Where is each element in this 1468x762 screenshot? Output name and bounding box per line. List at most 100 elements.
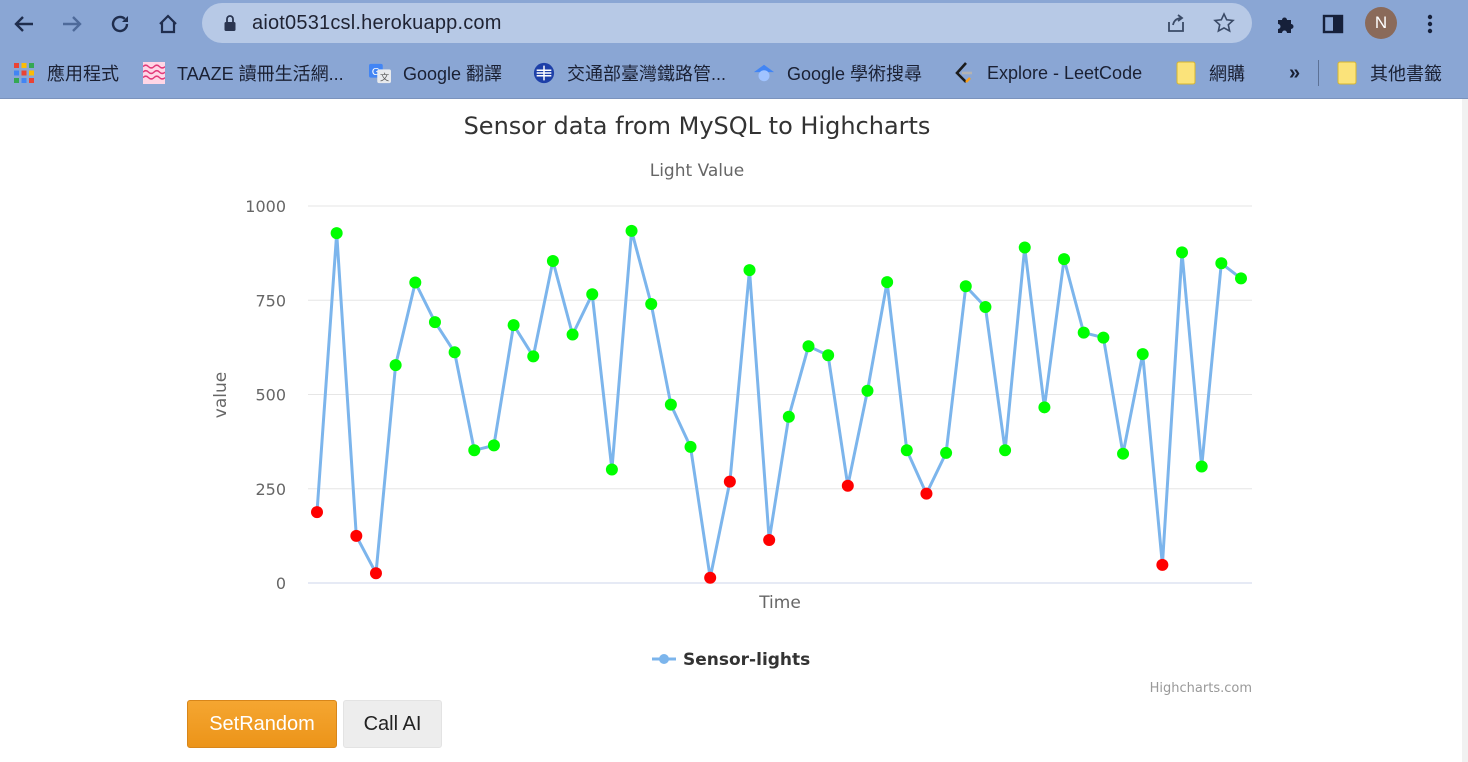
data-point[interactable] xyxy=(822,349,835,362)
data-point[interactable] xyxy=(959,280,972,293)
chart-container: Sensor data from MySQL to Highcharts Lig… xyxy=(0,99,1462,699)
data-point[interactable] xyxy=(448,346,461,359)
data-point[interactable] xyxy=(546,255,559,268)
data-point[interactable] xyxy=(782,410,795,423)
railway-icon xyxy=(533,62,555,84)
data-point[interactable] xyxy=(1176,246,1189,259)
bookmark-google-scholar[interactable]: Google 學術搜尋 xyxy=(753,60,922,86)
data-point[interactable] xyxy=(1136,348,1149,361)
data-point[interactable] xyxy=(311,506,323,519)
legend-label[interactable]: Sensor-lights xyxy=(683,650,810,670)
sensor-chart: Sensor data from MySQL to Highcharts Lig… xyxy=(211,112,1252,696)
extensions-puzzle-icon[interactable] xyxy=(1268,7,1302,41)
bookmark-leetcode[interactable]: Explore - LeetCode xyxy=(953,60,1142,86)
data-point[interactable] xyxy=(723,475,736,488)
y-tick-label: 250 xyxy=(255,480,286,499)
data-point[interactable] xyxy=(625,224,638,237)
data-point[interactable] xyxy=(900,444,913,457)
side-panel-icon[interactable] xyxy=(1316,7,1350,41)
data-point[interactable] xyxy=(979,301,992,314)
data-point[interactable] xyxy=(409,276,422,289)
bookmark-taaze[interactable]: TAAZE 讀冊生活網... xyxy=(143,60,344,86)
google-scholar-icon xyxy=(753,62,775,84)
data-point[interactable] xyxy=(940,446,953,459)
data-point[interactable] xyxy=(507,319,520,332)
data-point[interactable] xyxy=(330,227,343,240)
y-tick-label: 0 xyxy=(276,574,286,593)
page-scrollbar[interactable] xyxy=(1462,99,1468,762)
y-tick-label: 750 xyxy=(255,291,286,310)
bookmark-apps[interactable]: 應用程式 xyxy=(13,60,119,86)
url-text[interactable]: aiot0531csl.herokuapp.com xyxy=(252,12,502,34)
legend[interactable]: Sensor-lights xyxy=(652,650,810,670)
data-point[interactable] xyxy=(645,298,658,311)
data-point[interactable] xyxy=(487,439,500,452)
bookmark-other-folder[interactable]: 其他書籤 xyxy=(1336,60,1442,86)
highcharts-credit-link[interactable]: Highcharts.com xyxy=(1150,681,1252,696)
data-point[interactable] xyxy=(389,359,402,372)
data-point[interactable] xyxy=(1215,257,1228,270)
data-point[interactable] xyxy=(802,340,815,353)
data-point[interactable] xyxy=(586,288,599,301)
bookmark-label: 網購 xyxy=(1209,64,1245,84)
bookmarks-overflow-button[interactable]: » xyxy=(1289,61,1301,84)
data-point[interactable] xyxy=(664,398,677,411)
data-point[interactable] xyxy=(704,571,717,584)
y-axis-labels: 0 250 500 750 1000 xyxy=(245,197,286,593)
chart-subtitle: Light Value xyxy=(650,161,745,181)
bookmark-folder-shopping[interactable]: 網購 xyxy=(1175,60,1245,86)
data-point[interactable] xyxy=(1156,558,1169,571)
browser-toolbar: aiot0531csl.herokuapp.com N xyxy=(0,0,1468,48)
data-point[interactable] xyxy=(861,384,874,397)
bookmark-railway[interactable]: 交通部臺灣鐵路管... xyxy=(533,60,726,86)
home-icon[interactable] xyxy=(150,6,186,42)
data-point[interactable] xyxy=(1077,326,1090,339)
series-line xyxy=(315,229,1242,580)
forward-arrow-icon[interactable] xyxy=(54,6,90,42)
bookmark-star-icon[interactable] xyxy=(1210,9,1238,37)
data-point[interactable] xyxy=(566,328,579,341)
data-point[interactable] xyxy=(428,316,441,329)
data-point[interactable] xyxy=(999,444,1012,457)
address-bar[interactable]: aiot0531csl.herokuapp.com xyxy=(202,3,1252,43)
data-point[interactable] xyxy=(1018,241,1031,254)
more-menu-icon[interactable] xyxy=(1413,7,1447,41)
data-point[interactable] xyxy=(605,463,618,476)
bookmark-label: 其他書籤 xyxy=(1370,64,1442,84)
data-point[interactable] xyxy=(684,440,697,453)
set-random-button[interactable]: SetRandom xyxy=(187,700,337,748)
legend-marker xyxy=(659,654,669,664)
call-ai-button[interactable]: Call AI xyxy=(343,700,442,748)
data-point[interactable] xyxy=(841,479,854,492)
data-point[interactable] xyxy=(920,487,933,500)
y-axis-title: value xyxy=(211,372,231,418)
reload-icon[interactable] xyxy=(102,6,138,42)
data-point[interactable] xyxy=(369,567,382,580)
profile-avatar[interactable]: N xyxy=(1365,7,1397,39)
data-point[interactable] xyxy=(881,276,894,289)
bookmark-label: Google 翻譯 xyxy=(403,64,503,84)
share-icon[interactable] xyxy=(1162,9,1190,37)
apps-grid-icon xyxy=(13,62,35,84)
data-point[interactable] xyxy=(1117,447,1130,460)
folder-icon xyxy=(1175,61,1197,85)
data-point[interactable] xyxy=(1038,401,1051,414)
data-point[interactable] xyxy=(1058,253,1071,266)
chart-gridlines xyxy=(308,205,1252,584)
y-tick-label: 500 xyxy=(255,386,286,405)
back-arrow-icon[interactable] xyxy=(6,6,42,42)
bookmark-label: Explore - LeetCode xyxy=(987,62,1143,83)
data-point[interactable] xyxy=(1195,460,1208,473)
data-point[interactable] xyxy=(1097,331,1110,344)
data-point[interactable] xyxy=(527,350,540,363)
data-point[interactable] xyxy=(1235,272,1247,285)
leetcode-icon xyxy=(953,62,975,84)
data-point[interactable] xyxy=(350,529,363,542)
data-point[interactable] xyxy=(763,534,776,547)
data-point[interactable] xyxy=(468,444,481,457)
data-point[interactable] xyxy=(743,264,756,277)
bookmark-label: 交通部臺灣鐵路管... xyxy=(567,64,727,84)
